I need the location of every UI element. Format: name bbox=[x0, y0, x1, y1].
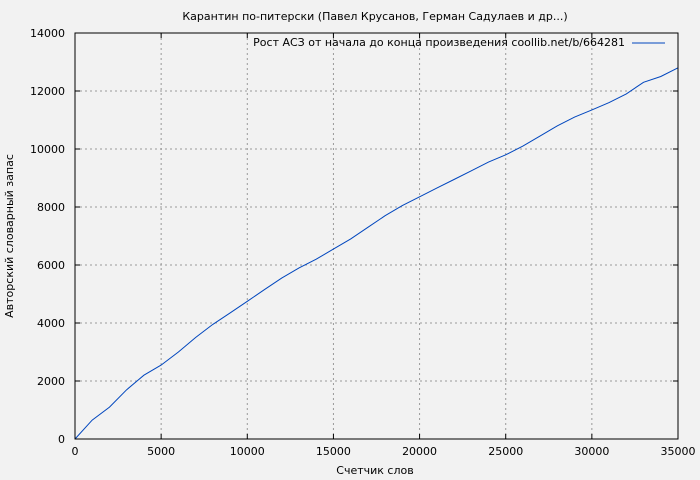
x-tick-label: 20000 bbox=[402, 445, 437, 458]
series-line bbox=[74, 67, 679, 440]
y-tick-label: 4000 bbox=[37, 317, 65, 330]
x-tick-label: 25000 bbox=[488, 445, 523, 458]
y-tick-label: 14000 bbox=[30, 27, 65, 40]
y-tick-label: 10000 bbox=[30, 143, 65, 156]
ticks: 0 5000 10000 15000 20000 25000 30000 35000 0 2000… bbox=[30, 27, 696, 458]
legend-label: Рост АСЗ от начала до конца произведения… bbox=[253, 36, 625, 49]
y-tick-label: 6000 bbox=[37, 259, 65, 272]
x-tick-label: 10000 bbox=[230, 445, 265, 458]
legend: Рост АСЗ от начала до конца произведения… bbox=[253, 36, 665, 49]
y-tick-label: 0 bbox=[58, 433, 65, 446]
plot-frame bbox=[74, 32, 679, 440]
y-tick-label: 2000 bbox=[37, 375, 65, 388]
x-axis-label: Счетчик слов bbox=[336, 464, 413, 477]
x-tick-label: 15000 bbox=[316, 445, 351, 458]
x-tick-label: 30000 bbox=[574, 445, 609, 458]
y-axis-label: Авторский словарный запас bbox=[3, 154, 16, 318]
x-tick-label: 5000 bbox=[147, 445, 175, 458]
x-tick-label: 0 bbox=[72, 445, 79, 458]
chart-title: Карантин по-питерски (Павел Крусанов, Ге… bbox=[182, 10, 567, 23]
grid bbox=[75, 33, 678, 439]
y-tick-label: 8000 bbox=[37, 201, 65, 214]
y-tick-label: 12000 bbox=[30, 85, 65, 98]
x-tick-label: 35000 bbox=[661, 445, 696, 458]
